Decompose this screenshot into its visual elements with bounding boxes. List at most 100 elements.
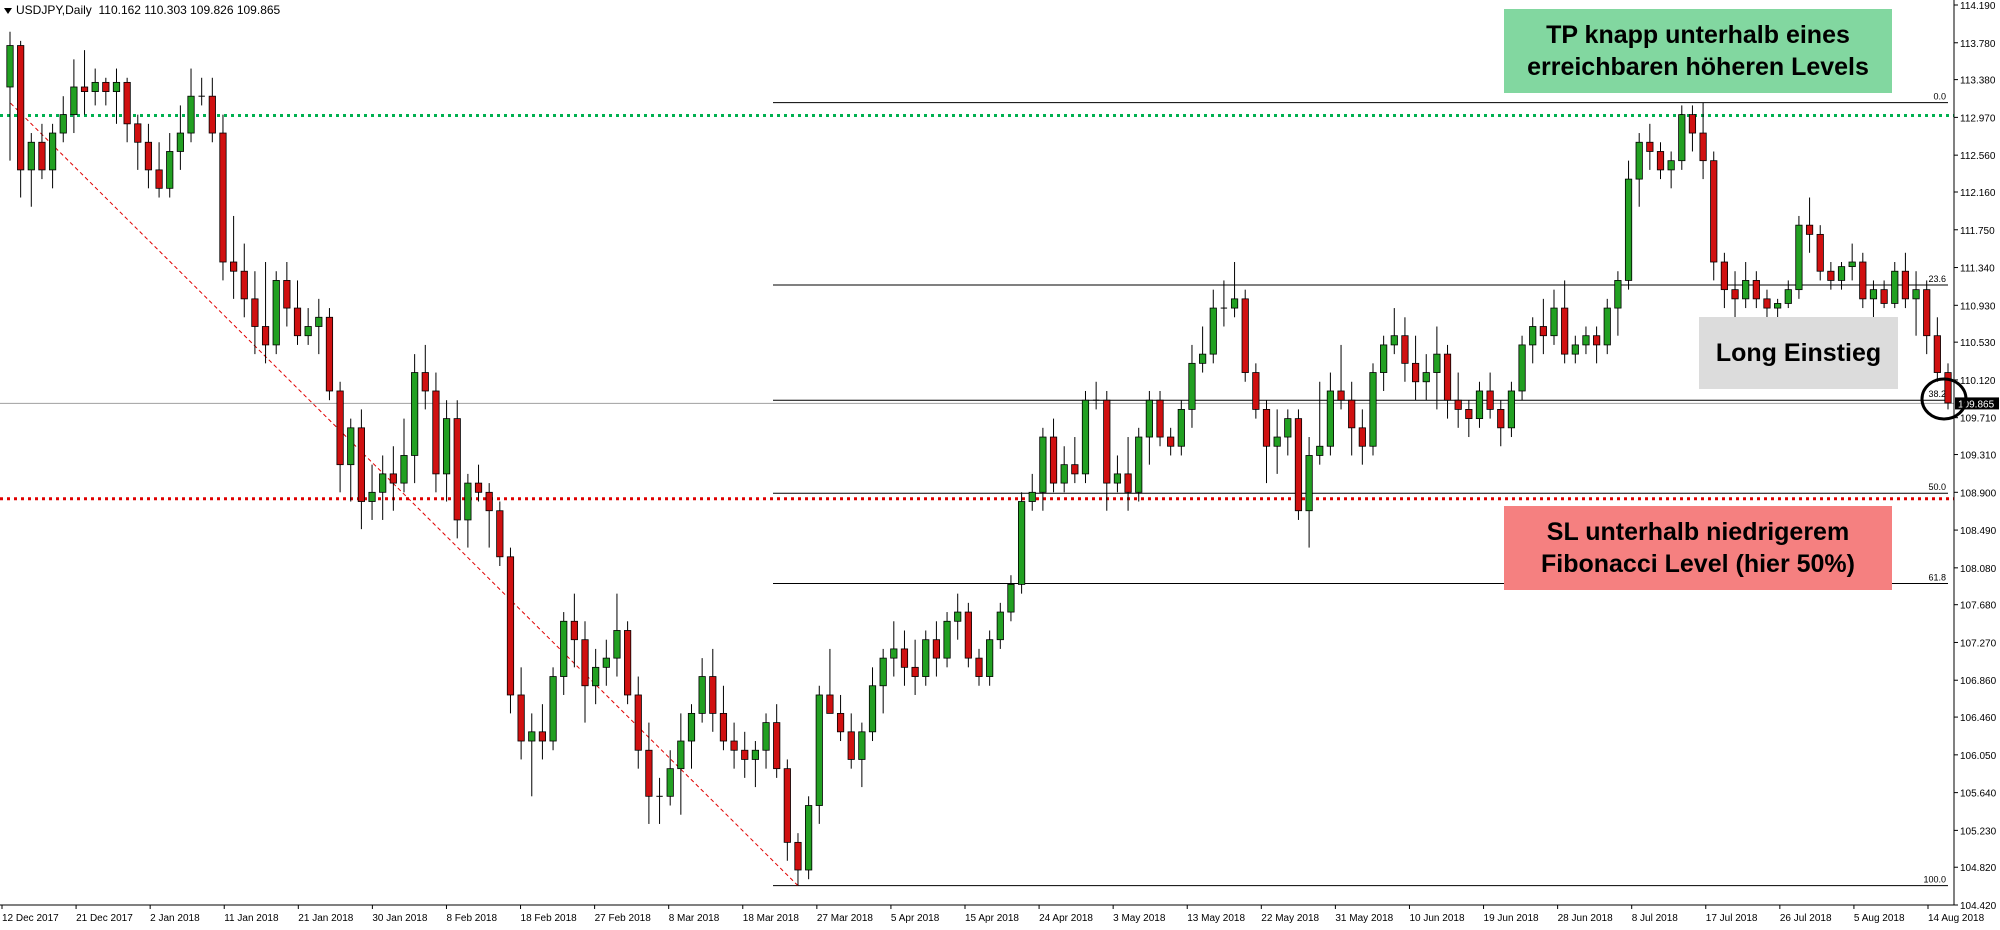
price-tick-label: 109.710 — [1960, 414, 1997, 425]
candle-body-bear — [634, 694, 642, 751]
symbol-label: USDJPY,Daily — [16, 3, 92, 17]
candle-body-bear — [1827, 270, 1835, 281]
candle — [1092, 381, 1100, 410]
candle — [144, 123, 153, 189]
candle-body-bear — [38, 141, 46, 171]
candle-body-bear — [1901, 270, 1910, 300]
candle — [996, 602, 1004, 649]
candle-body-bear — [325, 316, 334, 392]
candle-body-bear — [1156, 399, 1164, 438]
dropdown-triangle-icon[interactable] — [4, 7, 12, 14]
candle-body-bull — [1177, 409, 1185, 447]
candle-body-bull — [1326, 390, 1334, 447]
candle-body-bear — [975, 657, 983, 677]
candle-body-bull — [1869, 289, 1878, 300]
candle — [347, 418, 355, 502]
candle — [1167, 427, 1175, 456]
price-tick-label: 113.380 — [1960, 76, 1996, 87]
candle-body-bull — [762, 722, 770, 751]
candle-body-bull — [1774, 303, 1782, 309]
candle-body-bull — [1039, 436, 1047, 493]
candle-body-bull — [1305, 455, 1313, 512]
candle-body-bull — [890, 648, 898, 659]
candle-body-bear — [1049, 436, 1058, 484]
candle-body-bull — [943, 620, 951, 659]
candle — [900, 630, 909, 686]
candle-body-bull — [687, 712, 696, 742]
candle-body-bull — [528, 731, 536, 742]
candle — [1763, 289, 1771, 318]
candle — [666, 750, 674, 806]
candle-body-bull — [922, 639, 930, 677]
candle — [1571, 335, 1579, 364]
candle — [1284, 409, 1292, 456]
candle-body-bear — [1646, 141, 1654, 152]
candle-body-bear — [1241, 298, 1249, 373]
candle — [1784, 280, 1792, 309]
time-tick-label: 28 Jun 2018 — [1558, 913, 1613, 924]
candle-body-bear — [1358, 427, 1366, 447]
candle-body-bear — [208, 95, 216, 134]
candle-body-bull — [379, 473, 387, 493]
candle-body-bull — [613, 630, 621, 659]
price-tick-label: 108.080 — [1960, 564, 1997, 575]
candle — [1593, 326, 1601, 364]
candle-body-bear — [826, 694, 834, 714]
candle-body-bear — [719, 712, 728, 742]
candle — [1433, 326, 1441, 410]
candle — [1646, 123, 1654, 170]
candle — [698, 658, 706, 723]
candle-body-bull — [464, 482, 472, 521]
candle-body-bear — [293, 307, 302, 337]
sl-annotation-text: SL unterhalb niedrigerem Fibonacci Level… — [1541, 518, 1855, 578]
time-tick-label: 24 Apr 2018 — [1039, 913, 1093, 924]
candle-body-bear — [741, 749, 749, 760]
candle — [400, 418, 408, 493]
candle — [1837, 262, 1846, 290]
candle-body-bear — [336, 390, 344, 466]
candle-body-bull — [879, 657, 887, 687]
candle — [219, 114, 227, 281]
candle — [1081, 390, 1090, 484]
candle-body-bull — [805, 805, 813, 871]
candle — [464, 473, 472, 548]
candle — [1550, 289, 1558, 345]
time-tick-label: 5 Apr 2018 — [891, 913, 940, 924]
time-tick-label: 18 Mar 2018 — [743, 913, 800, 924]
candle-body-bull — [677, 740, 685, 770]
candle — [570, 593, 578, 668]
candle-body-bear — [261, 326, 270, 346]
time-tick-label: 8 Feb 2018 — [446, 913, 497, 924]
price-tick-label: 107.680 — [1960, 601, 1997, 612]
candle — [453, 400, 461, 539]
candle — [794, 833, 802, 886]
candle — [517, 667, 525, 760]
candle — [1529, 317, 1537, 364]
candle-body-bear — [645, 749, 653, 797]
candle-body-bear — [1465, 409, 1473, 420]
candle — [1337, 344, 1345, 410]
candle-body-bear — [538, 731, 547, 742]
time-tick-label: 13 May 2018 — [1187, 913, 1245, 924]
candle — [379, 455, 387, 520]
tp-annotation-box: TP knapp unterhalb eines erreichbaren hö… — [1504, 9, 1892, 93]
candle-body-bear — [134, 123, 142, 143]
candle-body-bull — [6, 45, 14, 88]
candle-body-bull — [815, 694, 823, 806]
candle-body-bull — [1614, 280, 1622, 309]
candle-body-bull — [347, 427, 355, 466]
candle — [656, 777, 663, 824]
candle — [1252, 363, 1260, 419]
candle-body-bull — [1667, 160, 1675, 171]
candle — [741, 731, 749, 778]
candle-body-bull — [751, 749, 759, 760]
candle — [442, 400, 451, 502]
candle-body-bull — [59, 114, 67, 134]
candle — [1230, 262, 1239, 318]
candle — [166, 133, 174, 198]
candle-body-bull — [1113, 473, 1122, 484]
fib-level-label: 23.6 — [1928, 274, 1946, 284]
candle — [1912, 271, 1920, 336]
candle-body-bear — [506, 556, 515, 696]
candle — [549, 667, 557, 751]
